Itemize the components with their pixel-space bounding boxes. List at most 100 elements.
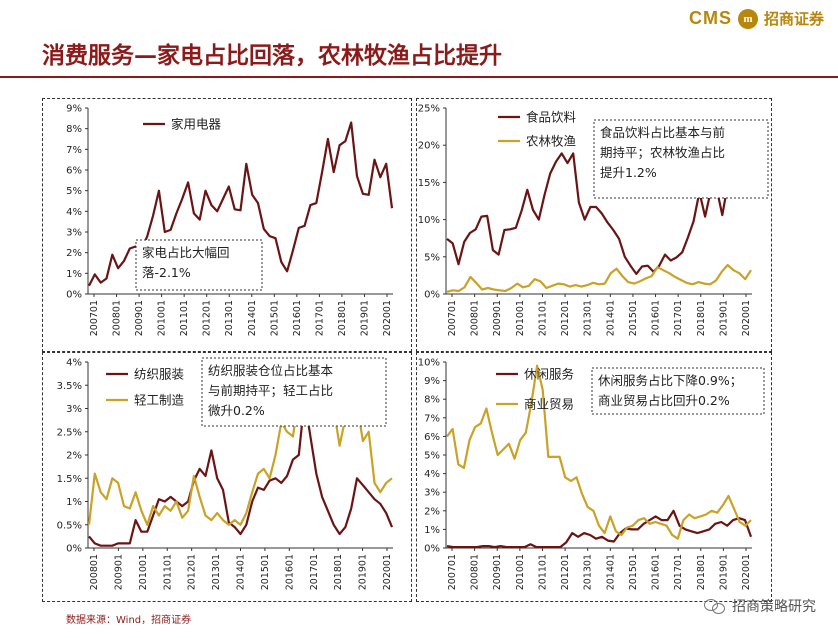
- chart2-x-tick-label: 200801: [470, 300, 481, 336]
- chart4-y-tick-label: 0%: [424, 544, 440, 555]
- chart1-x-tick-label: 200901: [134, 300, 145, 336]
- chart2-y-tick-label: 5%: [424, 252, 440, 263]
- logo-mark-icon: m: [737, 8, 758, 29]
- chart2-x-tick-label: 201701: [673, 300, 684, 336]
- chart4-x-tick-label: 201201: [560, 554, 571, 590]
- chart2-annotation-text: 提升1.2%: [600, 165, 657, 180]
- chart1-x-tick-label: 201901: [359, 300, 370, 336]
- chart2-legend-label: 农林牧渔: [526, 134, 576, 149]
- chart4-y-tick-label: 8%: [424, 395, 440, 406]
- chart4-y-tick-label: 3%: [424, 488, 440, 499]
- chart4-y-tick-label: 6%: [424, 432, 440, 443]
- chart3-y-tick-label: 4%: [66, 358, 82, 369]
- chart3-x-tick-label: 201901: [358, 554, 369, 590]
- header-logo: CMS m 招商证券: [689, 8, 824, 29]
- chart1-x-tick-label: 201501: [269, 300, 280, 336]
- chart3-x-tick-label: 202001: [382, 554, 393, 590]
- chart4-x-tick-label: 201501: [628, 554, 639, 590]
- chart1-x-tick-label: 201101: [179, 300, 190, 336]
- chart4-y-tick-label: 9%: [424, 376, 440, 387]
- chart1-x-tick-label: 202001: [382, 300, 393, 336]
- chart4-annotation-text: 休闲服务占比下降0.9%；: [598, 373, 742, 388]
- chart1-legend-label: 家用电器: [171, 117, 222, 132]
- chart2-x-tick-label: 201901: [718, 300, 729, 336]
- chart2-y-tick-label: 0%: [424, 290, 440, 301]
- chart4-y-tick-label: 7%: [424, 413, 440, 424]
- chart1-x-tick-label: 201401: [247, 300, 258, 336]
- chart1-y-tick-label: 2%: [66, 248, 82, 259]
- wechat-icon: [704, 598, 726, 614]
- chart1-y-tick-label: 4%: [66, 207, 82, 218]
- chart4-x-tick-label: 201101: [537, 554, 548, 590]
- chart-panel-1: [42, 98, 412, 352]
- chart4-x-tick-label: 201801: [696, 554, 707, 590]
- chart4-series-2-line: [446, 364, 752, 540]
- chart1-x-tick-label: 201001: [157, 300, 168, 336]
- chart3-annotation-text: 与前期持平；轻工占比: [208, 383, 333, 398]
- chart4-x-tick-label: 201701: [673, 554, 684, 590]
- chart-panel-2: [416, 98, 772, 352]
- chart2-x-tick-label: 201201: [560, 300, 571, 336]
- chart2-x-tick-label: 201301: [583, 300, 594, 336]
- chart2-annotation-text: 食品饮料占比基本与前: [600, 125, 725, 140]
- chart1-y-tick-label: 5%: [66, 186, 82, 197]
- page-title: 消费服务—家电占比回落，农林牧渔占比提升: [42, 42, 502, 69]
- chart2-x-tick-label: 202001: [741, 300, 752, 336]
- logo-cn-text: 招商证券: [763, 10, 824, 28]
- chart4-legend-label: 休闲服务: [524, 367, 574, 382]
- chart3-annotation-box: [201, 357, 387, 427]
- chart3-x-tick-label: 201801: [333, 554, 344, 590]
- chart4-y-tick-label: 5%: [424, 451, 440, 462]
- chart4-y-tick-label: 2%: [424, 506, 440, 517]
- chart2-y-tick-label: 25%: [418, 104, 440, 115]
- chart1-annotation-text: 落-2.1%: [142, 265, 191, 280]
- chart3-x-tick-label: 200901: [113, 554, 124, 590]
- logo-cms-text: CMS: [688, 8, 732, 28]
- chart1-y-tick-label: 6%: [66, 166, 82, 177]
- chart2-x-tick-label: 201101: [537, 300, 548, 336]
- chart4-series-1-line: [446, 509, 753, 549]
- chart2-series-2-line: [446, 263, 752, 293]
- chart1-y-tick-label: 3%: [66, 228, 82, 239]
- chart1-y-tick-label: 8%: [66, 124, 82, 135]
- chart3-x-tick-label: 201701: [309, 554, 320, 590]
- chart2-x-tick-label: 201401: [605, 300, 616, 336]
- chart3-x-tick-label: 201301: [211, 554, 222, 590]
- chart3-y-tick-label: 2%: [66, 451, 82, 462]
- chart4-x-tick-label: 201601: [651, 554, 662, 590]
- source-note: 数据来源：Wind，招商证券: [66, 615, 192, 626]
- chart3-y-tick-label: 3.5%: [57, 381, 82, 392]
- chart2-legend-label: 食品饮料: [526, 110, 577, 125]
- chart3-y-tick-label: 1%: [66, 497, 82, 508]
- chart4-x-tick-label: 201301: [583, 554, 594, 590]
- chart4-annotation-box: [591, 367, 765, 415]
- chart1-y-tick-label: 0%: [66, 290, 82, 301]
- chart4-legend-label: 商业贸易: [524, 397, 574, 412]
- chart4-x-tick-label: 200901: [492, 554, 503, 590]
- chart4-x-tick-label: 201401: [605, 554, 616, 590]
- chart1-x-tick-label: 201301: [224, 300, 235, 336]
- chart3-legend-label: 纺织服装: [134, 367, 184, 382]
- chart3-y-tick-label: 0.5%: [57, 520, 82, 531]
- chart2-x-tick-label: 201001: [515, 300, 526, 336]
- chart3-annotation-text: 微升0.2%: [208, 403, 265, 418]
- title-divider: [0, 76, 838, 78]
- chart3-y-tick-label: 0%: [66, 544, 82, 555]
- chart3-y-tick-label: 2.5%: [57, 427, 82, 438]
- chart1-annotation-box: [135, 239, 263, 291]
- chart2-annotation-text: 期持平；农林牧渔占比: [600, 145, 725, 160]
- chart4-y-tick-label: 1%: [424, 525, 440, 536]
- chart2-x-tick-label: 201601: [651, 300, 662, 336]
- chart3-x-tick-label: 200801: [89, 554, 100, 590]
- watermark-text: 招商策略研究: [732, 599, 816, 615]
- chart-panel-4: [416, 352, 772, 602]
- chart3-x-tick-label: 201101: [162, 554, 173, 590]
- chart4-y-tick-label: 10%: [418, 358, 440, 369]
- chart4-x-tick-label: 201001: [515, 554, 526, 590]
- chart2-x-tick-label: 201501: [628, 300, 639, 336]
- chart3-x-tick-label: 201601: [284, 554, 295, 590]
- chart4-x-tick-label: 201901: [718, 554, 729, 590]
- chart1-x-tick-label: 201201: [202, 300, 213, 336]
- chart2-x-tick-label: 200701: [447, 300, 458, 336]
